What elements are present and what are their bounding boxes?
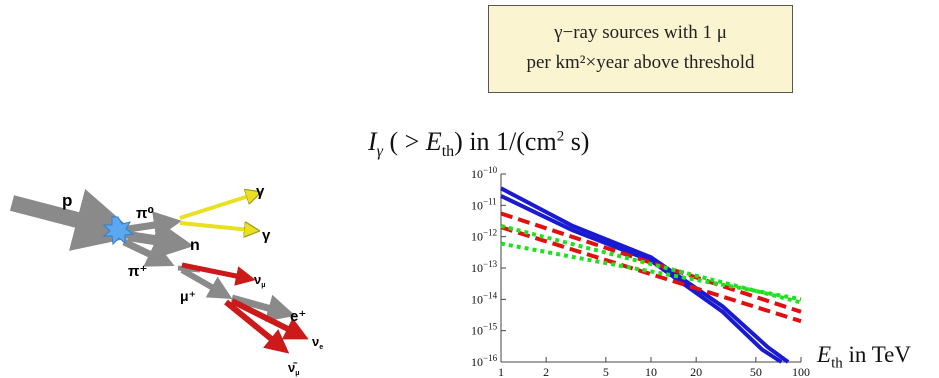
chart-ticks: 1 2 5 10 20 50 100 10−10 10−11 10−12 10−13 10−14 10−… bbox=[471, 165, 810, 378]
nu-e-arrow bbox=[230, 298, 309, 340]
x-tick-label-20: 20 bbox=[690, 365, 702, 378]
info-box: γ−ray sources with 1 μ per km²×year abov… bbox=[488, 5, 793, 93]
label-nu-mu: νμ bbox=[254, 272, 266, 289]
nu-mu-arrow bbox=[181, 262, 256, 286]
label-anti-nu-mu: ν̄μ bbox=[288, 360, 300, 377]
label-gamma-1: γ bbox=[256, 183, 265, 200]
x-tick-label-5: 5 bbox=[603, 365, 609, 378]
series-line-2 bbox=[500, 194, 783, 364]
y-tick-label--10: 10−10 bbox=[471, 165, 498, 181]
label-pi0: π⁰ bbox=[136, 205, 154, 222]
y-tick-label--14: 10−14 bbox=[471, 290, 498, 306]
chart-lines bbox=[500, 186, 802, 364]
interaction-burst bbox=[102, 216, 135, 246]
proton-arrow bbox=[9, 188, 139, 251]
info-box-line-1: γ−ray sources with 1 μ bbox=[554, 22, 727, 43]
label-pi-plus: π⁺ bbox=[128, 263, 147, 280]
anti-nu-mu-arrow bbox=[224, 299, 290, 354]
x-tick-label-50: 50 bbox=[750, 365, 762, 378]
y-tick-label--15: 10−15 bbox=[471, 322, 498, 338]
positron-arrow bbox=[231, 294, 296, 322]
y-tick-label--16: 10−16 bbox=[471, 353, 498, 369]
series-line-6 bbox=[500, 241, 802, 302]
series-line-4 bbox=[500, 225, 802, 324]
series-line-3 bbox=[500, 211, 802, 314]
cosmic-ray-interaction-diagram: p π⁰ γ γ n π⁺ νμ μ⁺ e⁺ νe ν̄μ bbox=[9, 183, 323, 377]
plot-title: Iγ ( > Eth) in 1/(cm2 s) bbox=[368, 127, 590, 161]
x-tick-label-10: 10 bbox=[645, 365, 657, 378]
label-nu-e: νe bbox=[312, 334, 323, 351]
y-tick-label--13: 10−13 bbox=[471, 259, 498, 275]
muon-arrow bbox=[180, 267, 233, 299]
gamma-arrow-1 bbox=[179, 195, 252, 220]
label-positron: e⁺ bbox=[290, 308, 306, 325]
x-tick-label-2: 2 bbox=[543, 365, 549, 378]
x-tick-label-100: 100 bbox=[792, 365, 810, 378]
x-axis-title: Eth in TeV bbox=[817, 342, 911, 372]
label-neutron: n bbox=[190, 237, 200, 254]
y-tick-label--11: 10−11 bbox=[471, 196, 497, 212]
series-line-1 bbox=[500, 186, 790, 364]
x-tick-label-1: 1 bbox=[498, 365, 504, 378]
series-line-5 bbox=[500, 223, 802, 305]
info-box-line-2: per km²×year above threshold bbox=[526, 52, 755, 73]
y-tick-label--12: 10−12 bbox=[471, 228, 497, 244]
label-mu-plus: μ⁺ bbox=[180, 288, 196, 304]
pi-plus-arrow bbox=[122, 238, 175, 267]
label-gamma-2: γ bbox=[262, 227, 271, 244]
chart-axes bbox=[500, 174, 801, 363]
label-proton: p bbox=[62, 191, 72, 210]
